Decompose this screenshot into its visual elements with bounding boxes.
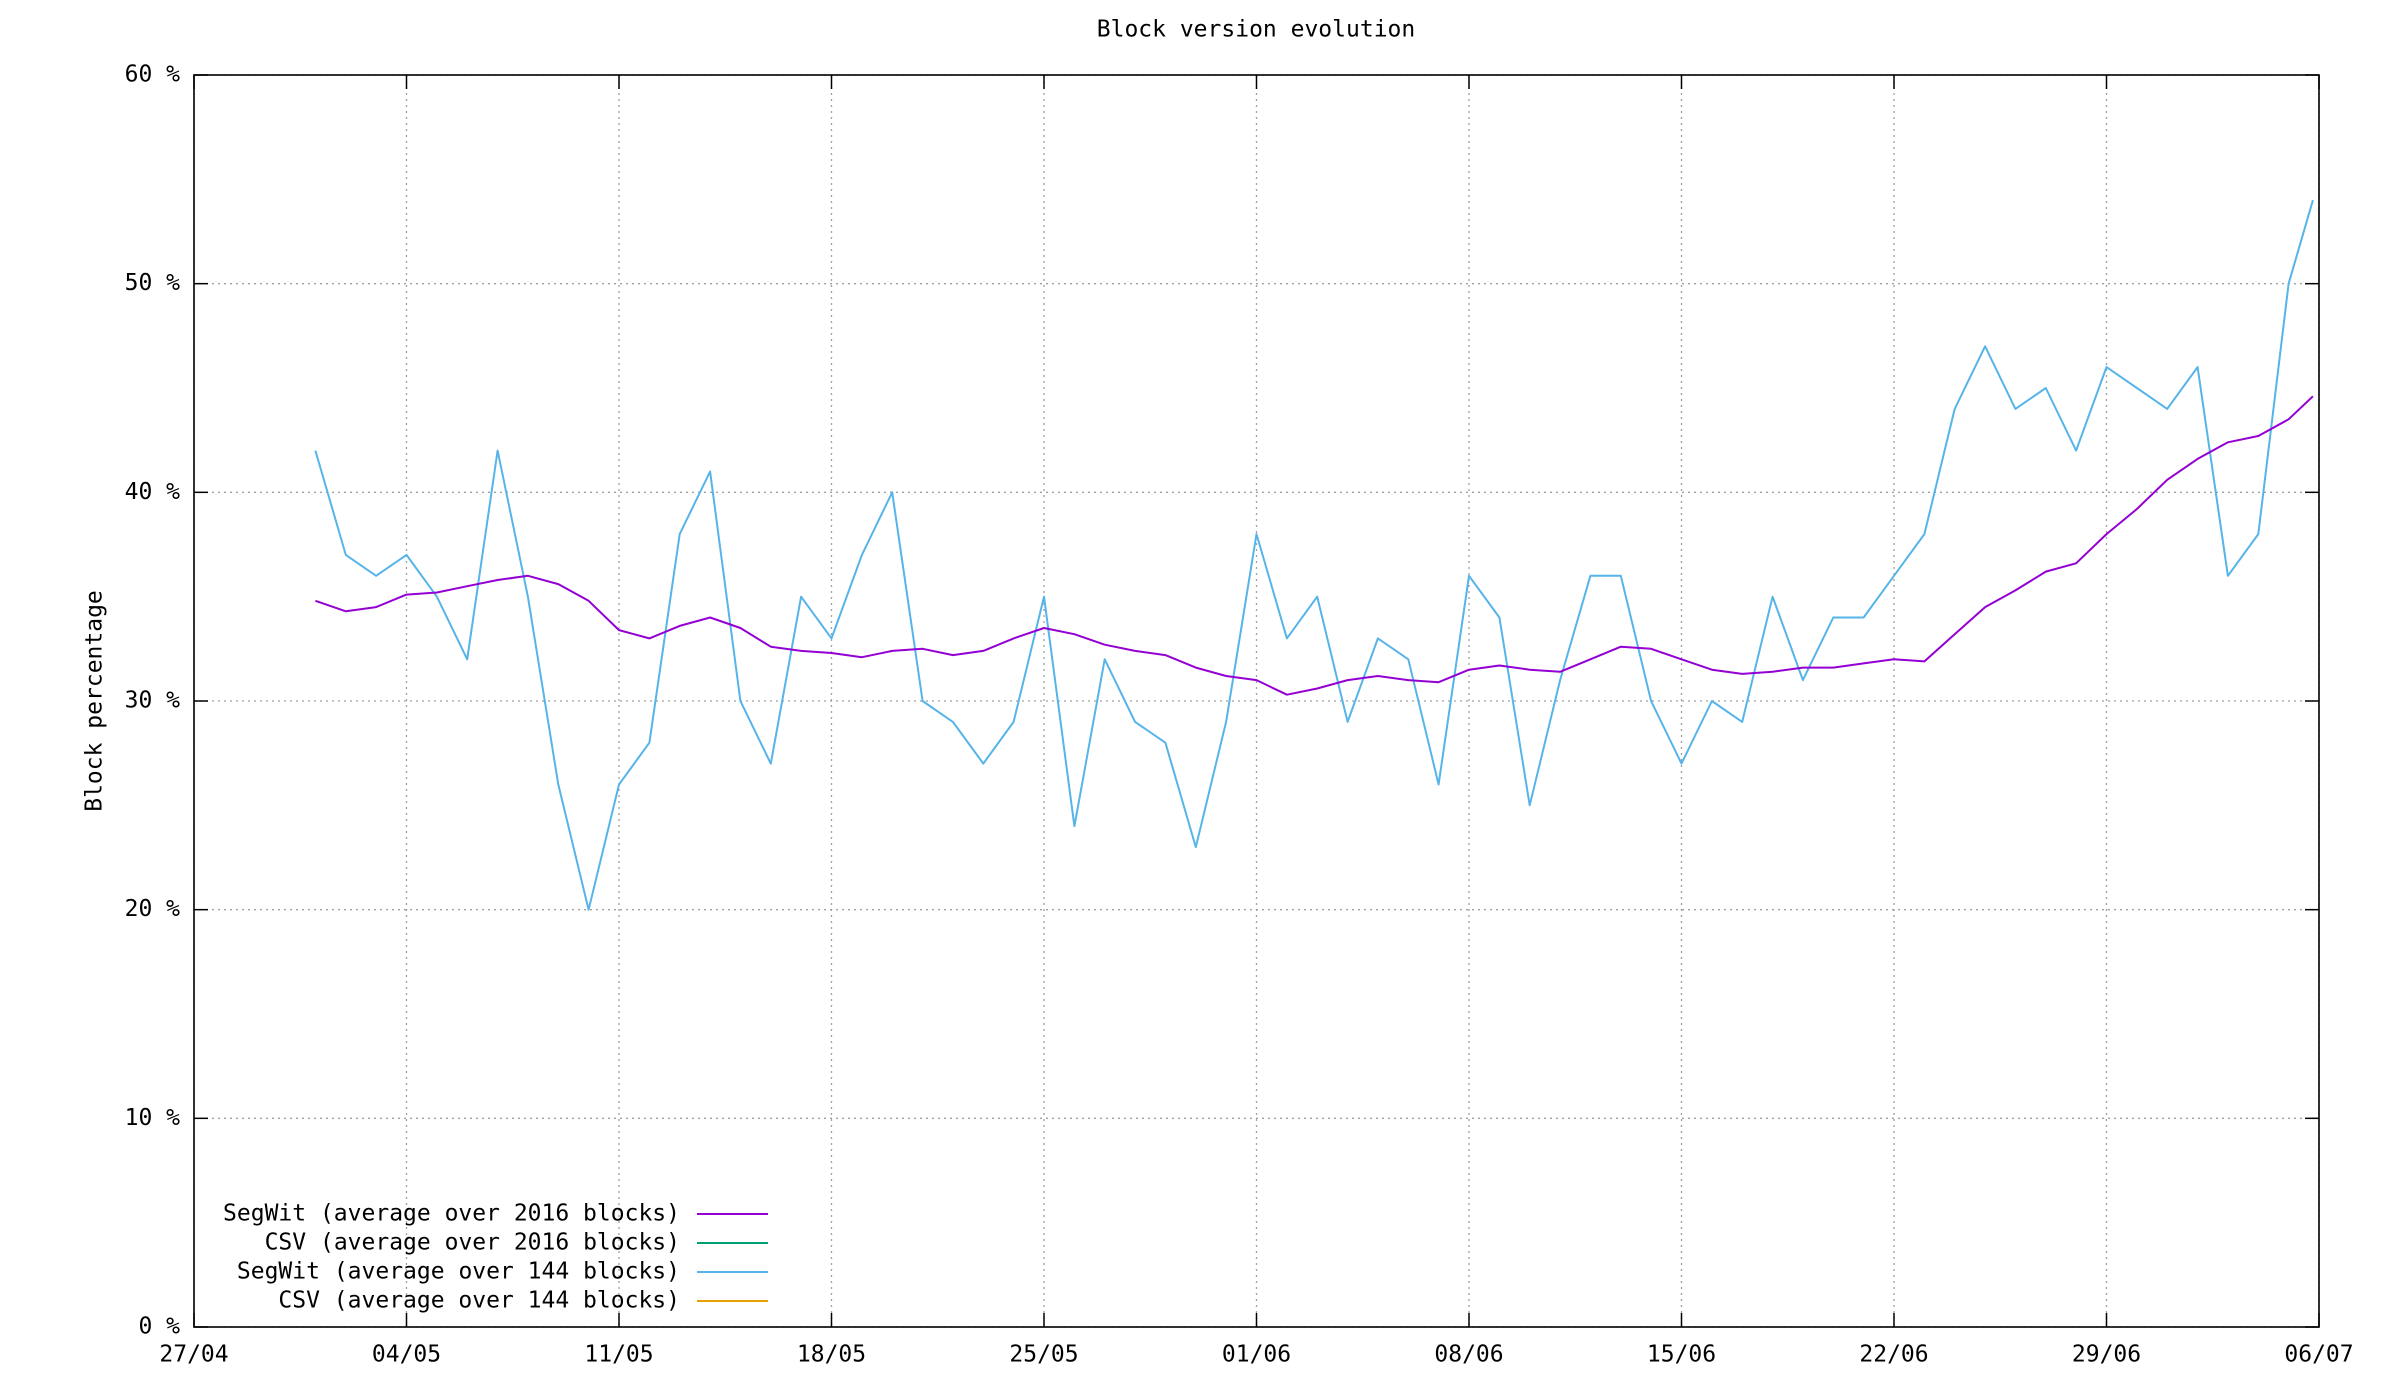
x-tick-label: 25/05: [1009, 1342, 1078, 1368]
legend-label: SegWit (average over 2016 blocks): [223, 1201, 680, 1227]
x-tick-label: 29/06: [2072, 1342, 2141, 1368]
x-tick-label: 04/05: [372, 1342, 441, 1368]
plot-frame: [193, 74, 2320, 1328]
x-tick-label: 06/07: [2284, 1342, 2353, 1368]
x-tick-label: 11/05: [584, 1342, 653, 1368]
x-tick-label: 18/05: [797, 1342, 866, 1368]
series-line: [314, 199, 2314, 911]
legend-label: CSV (average over 144 blocks): [278, 1288, 680, 1314]
x-tick-label: 08/06: [1434, 1342, 1503, 1368]
y-tick-label: 50 %: [125, 270, 181, 296]
y-tick-label: 40 %: [125, 479, 181, 505]
chart-title: Block version evolution: [1097, 17, 1416, 43]
y-tick-label: 0 %: [138, 1314, 180, 1340]
x-tick-label: 27/04: [159, 1342, 228, 1368]
y-tick-label: 60 %: [125, 62, 181, 88]
legend-label: SegWit (average over 144 blocks): [237, 1259, 680, 1285]
y-axis-label: Block percentage: [82, 590, 108, 812]
x-tick-label: 01/06: [1222, 1342, 1291, 1368]
x-tick-label: 15/06: [1647, 1342, 1716, 1368]
series-line: [315, 395, 2314, 696]
legend-label: CSV (average over 2016 blocks): [265, 1230, 680, 1256]
x-tick-label: 22/06: [1859, 1342, 1928, 1368]
y-tick-label: 30 %: [125, 688, 181, 714]
y-tick-label: 10 %: [125, 1105, 181, 1131]
y-tick-label: 20 %: [125, 896, 181, 922]
